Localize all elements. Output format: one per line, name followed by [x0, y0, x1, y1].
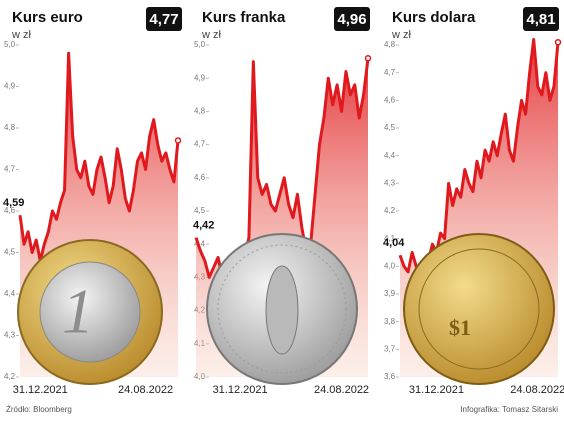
y-tick-label: 4,7: [4, 165, 16, 174]
value-label: 4,59: [3, 197, 24, 209]
value-label: 4,96: [337, 11, 366, 28]
y-tick-label: 4,3: [4, 331, 16, 340]
line: [18, 51, 180, 263]
y-tick-label: 4,8: [384, 40, 396, 49]
source: Źródło: Bloomberg: [6, 405, 72, 414]
chart-subtitle: w zł: [201, 29, 222, 41]
y-tick-label: 4,3: [384, 178, 396, 187]
y-tick-label: 4,8: [4, 123, 16, 132]
chart-title: Kurs euro: [12, 9, 83, 26]
dollar-coin: [403, 233, 555, 385]
y-tick-label: 4,6: [194, 173, 206, 182]
end-point: [174, 137, 182, 144]
y-tick-label: 3,7: [384, 344, 396, 353]
y-tick-label: 5,0: [4, 40, 16, 49]
y-tick-label: 4,5: [384, 123, 396, 132]
y-tick-label: 4,5: [4, 248, 16, 257]
y-tick-label: 4,4: [384, 151, 396, 160]
y-tick-label: 3,8: [384, 317, 396, 326]
chart-title: Kurs dolara: [392, 9, 476, 26]
y-tick-label: 4,9: [194, 73, 206, 82]
end-point: [554, 38, 562, 46]
chart-subtitle: w zł: [391, 29, 412, 41]
coin-art: 1: [62, 276, 94, 347]
badge: [146, 7, 182, 31]
x-tick-label: 24.08.2022: [118, 384, 173, 396]
y-tick-label: 4,4: [194, 239, 206, 248]
y-tick-label: 4,8: [194, 107, 206, 116]
y-tick-label: 4,2: [384, 206, 396, 215]
chart-title: Kurs franka: [202, 9, 286, 26]
dollar-coin-ring: [418, 248, 540, 370]
y-tick-label: 4,0: [384, 261, 396, 270]
end-point: [364, 55, 372, 62]
helvetia: [265, 265, 299, 355]
franc-coin-ring: [217, 244, 347, 374]
x-tick-label: 31.12.2021: [409, 384, 464, 396]
y-tick-label: 4,5: [194, 206, 206, 215]
y-tick-label: 4,1: [384, 234, 396, 243]
x-tick-label: 24.08.2022: [314, 384, 369, 396]
value-label: 4,77: [149, 11, 178, 28]
badge: [334, 7, 370, 31]
y-tick-label: 4,9: [4, 82, 16, 91]
y-tick-label: 4,6: [4, 206, 16, 215]
value-label: 4,81: [526, 11, 555, 28]
badge: [523, 7, 559, 31]
coin-art: $1: [449, 315, 471, 340]
x-tick-label: 31.12.2021: [213, 384, 268, 396]
chart-subtitle: w zł: [11, 29, 32, 41]
y-tick-label: 5,0: [194, 40, 206, 49]
y-tick-label: 3,6: [384, 372, 396, 381]
y-tick-label: 4,7: [384, 68, 396, 77]
y-tick-label: 4,6: [384, 95, 396, 104]
coins: 1 $1: [17, 233, 555, 385]
credit: Infografika: Tomasz Sitarski: [460, 405, 558, 414]
x-tick-label: 24.08.2022: [510, 384, 564, 396]
euro-coin-center: [39, 261, 141, 363]
value-label: 4,42: [193, 219, 214, 231]
y-tick-label: 4,4: [4, 289, 16, 298]
y-tick-label: 3,9: [384, 289, 396, 298]
y-tick-label: 4,2: [4, 372, 16, 381]
value-label: 4,04: [383, 237, 405, 249]
x-tick-label: 31.12.2021: [13, 384, 68, 396]
y-tick-label: 4,7: [194, 140, 206, 149]
